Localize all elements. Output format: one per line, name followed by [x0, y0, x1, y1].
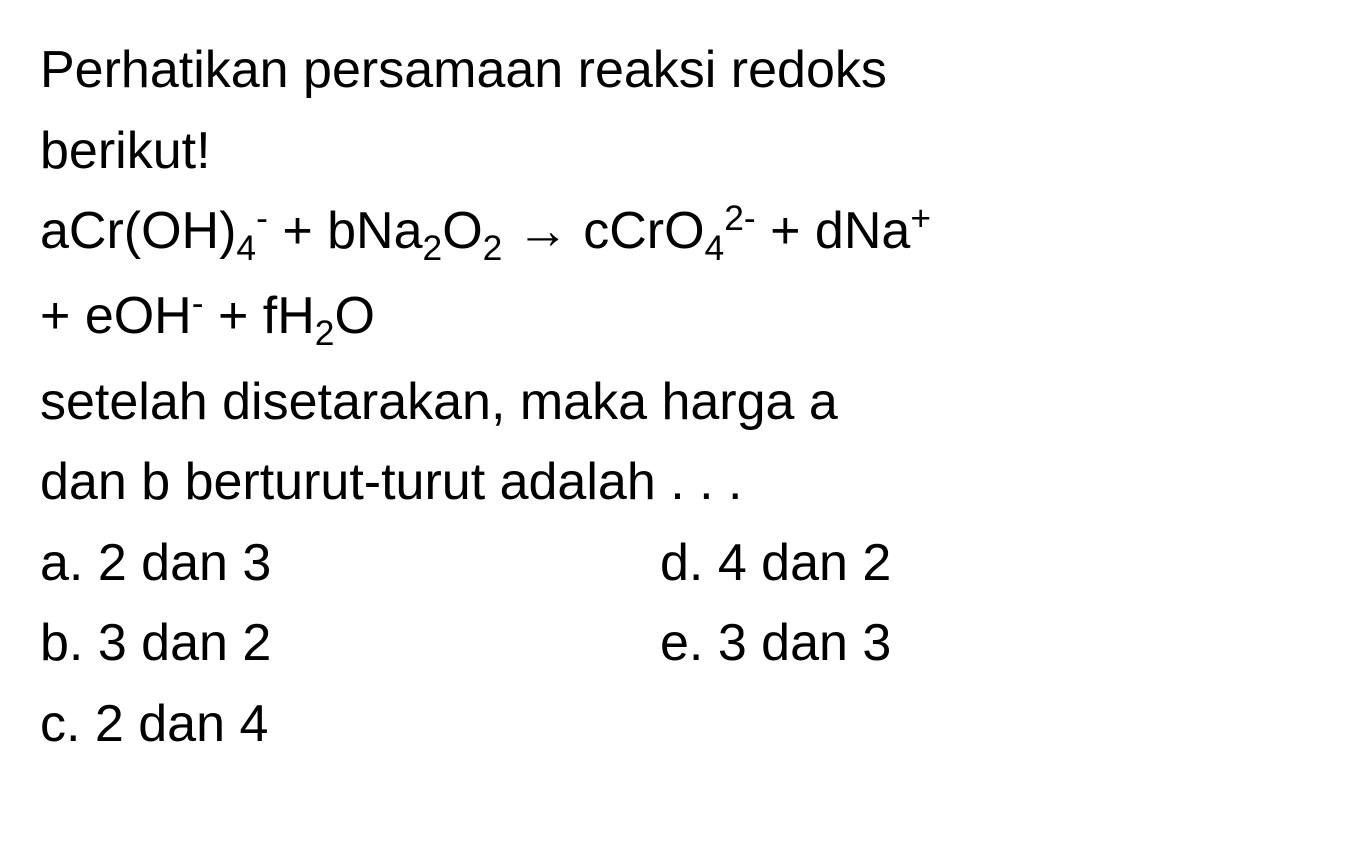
intro-line-1: Perhatikan persamaan reaksi redoks: [40, 30, 1310, 111]
eq-part: + bNa: [268, 202, 423, 260]
eq-sup: +: [910, 199, 931, 238]
eq-part: + eOH: [40, 287, 192, 345]
option-b: b. 3 dan 2: [40, 603, 660, 684]
eq-sub: 4: [236, 229, 256, 268]
equation-line-1: aCr(OH)4- + bNa2O2 → cCrO42- + dNa+: [40, 191, 1310, 276]
eq-sub: 2: [315, 314, 335, 353]
eq-sub: 2: [483, 229, 503, 268]
eq-sup: 2-: [724, 199, 755, 238]
eq-sub: 2: [423, 229, 443, 268]
option-c: c. 2 dan 4: [40, 684, 660, 765]
option-a: a. 2 dan 3: [40, 523, 660, 604]
equation-line-2: + eOH- + fH2O: [40, 276, 1310, 361]
eq-part: O: [442, 202, 482, 260]
option-row: a. 2 dan 3 d. 4 dan 2: [40, 523, 1310, 604]
eq-sup: -: [192, 284, 204, 323]
question-content: Perhatikan persamaan reaksi redoks berik…: [40, 30, 1310, 765]
eq-part: + dNa: [756, 202, 911, 260]
intro-line-2: berikut!: [40, 111, 1310, 192]
options-container: a. 2 dan 3 d. 4 dan 2 b. 3 dan 2 e. 3 da…: [40, 523, 1310, 765]
option-d: d. 4 dan 2: [660, 523, 1310, 604]
question-line-1: setelah disetarakan, maka harga a: [40, 362, 1310, 443]
eq-part: + fH: [204, 287, 315, 345]
option-e: e. 3 dan 3: [660, 603, 1310, 684]
option-row: b. 3 dan 2 e. 3 dan 3: [40, 603, 1310, 684]
eq-part: → cCrO: [502, 202, 704, 260]
question-line-2: dan b berturut-turut adalah . . .: [40, 442, 1310, 523]
eq-part: O: [334, 287, 374, 345]
eq-sup: -: [256, 199, 268, 238]
option-row: c. 2 dan 4: [40, 684, 1310, 765]
eq-part: aCr(OH): [40, 202, 236, 260]
eq-sub: 4: [705, 229, 725, 268]
